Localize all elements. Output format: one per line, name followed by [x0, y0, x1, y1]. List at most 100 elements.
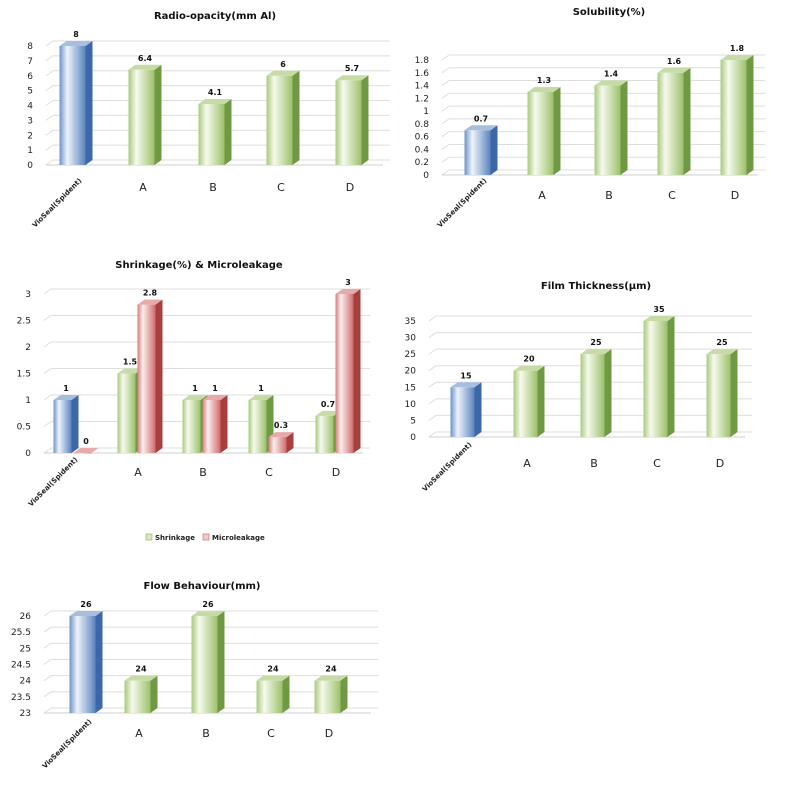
- legend-swatch-shrinkage: [145, 533, 153, 541]
- chart-title: Flow Behaviour(mm): [144, 581, 261, 592]
- chart-title: Solubility(%): [573, 7, 646, 18]
- gridline-depth: [441, 144, 450, 150]
- gridline-depth: [441, 80, 450, 86]
- bar-front: [706, 354, 731, 437]
- bar-top: [128, 64, 162, 70]
- chart-film-thickness: Film Thickness(μm) 0 5 10 15 20 25 30 35 15 20 25 3…: [405, 281, 752, 493]
- y-tick-label: 2: [27, 131, 33, 141]
- x-category-label: C: [265, 466, 273, 479]
- bar-top: [513, 365, 545, 371]
- bar: [137, 299, 163, 453]
- gridline-depth: [441, 131, 450, 138]
- bar: [256, 675, 290, 713]
- bar-side: [150, 675, 158, 713]
- chart-shrinkage-microleakage: Shrinkage(%) & Microleakage 0 0.5 1 1.5 2 2.5…: [17, 260, 370, 542]
- bar: [191, 611, 225, 713]
- bar-side: [730, 349, 738, 437]
- bar-front: [335, 80, 362, 165]
- chart-title: Radio-opacity(mm Al): [154, 11, 276, 22]
- data-label: 20: [523, 355, 535, 364]
- bar-top: [527, 86, 561, 92]
- y-tick-label: 23: [20, 709, 31, 719]
- gridline-depth: [441, 169, 450, 176]
- gridline-depth: [43, 691, 52, 698]
- bar-front: [643, 321, 668, 437]
- gridline-depth: [428, 381, 437, 388]
- y-tick-label: 25.5: [11, 628, 31, 638]
- y-tick-label: 1.2: [415, 94, 429, 104]
- bar: [128, 64, 162, 165]
- y-tick-label: 1: [27, 146, 33, 156]
- y-tick-label: 2.5: [17, 317, 31, 327]
- gridline-depth: [428, 365, 437, 372]
- data-label: 1: [192, 384, 198, 393]
- bar: [124, 675, 158, 713]
- bar-side: [490, 125, 498, 175]
- y-tick-label: 1.5: [17, 370, 31, 380]
- bar: [450, 382, 482, 437]
- bar-side: [282, 675, 290, 713]
- gridline-depth: [43, 394, 52, 401]
- data-label: 1: [258, 384, 264, 393]
- bar-top: [335, 75, 369, 81]
- data-label: 2.8: [143, 289, 158, 298]
- bar: [464, 125, 498, 175]
- x-category-label: D: [325, 727, 333, 740]
- gridline-depth: [43, 642, 52, 649]
- bar-side: [667, 316, 675, 437]
- data-label: 1: [212, 384, 218, 393]
- bar-top: [182, 395, 208, 400]
- data-label: 0.3: [274, 421, 288, 430]
- chart-radio-opacity: Radio-opacity(mm Al) 0 1 2 3 4 5 6 7 8 8 6.4 4.1 6 5.…: [27, 11, 390, 229]
- data-label: 1.6: [667, 57, 682, 66]
- data-label: 24: [325, 665, 337, 674]
- gridline-depth: [45, 159, 54, 166]
- bar-front: [73, 453, 92, 454]
- bar-top: [657, 67, 691, 73]
- x-category-label: D: [332, 466, 340, 479]
- bar-side: [95, 611, 103, 713]
- bar-side: [154, 64, 162, 165]
- y-tick-label: 15: [405, 383, 416, 393]
- chart-solubility: Solubility(%) 0 0.2 0.4 0.6 0.8 1 1.2 1.4 1.6 1.8…: [415, 7, 765, 229]
- gridline-depth: [45, 85, 54, 92]
- y-tick-label: 24: [20, 677, 32, 687]
- bar-top: [198, 99, 232, 105]
- legend-label-microleakage: Microleakage: [212, 534, 265, 542]
- bar-side: [286, 432, 294, 453]
- bar: [59, 41, 93, 165]
- gridline-depth: [43, 315, 52, 321]
- gridline-depth: [441, 105, 450, 112]
- bar-top: [248, 395, 274, 400]
- bar-top: [73, 448, 99, 453]
- data-label: 15: [460, 371, 472, 380]
- bar: [643, 316, 675, 437]
- x-category-label: A: [523, 457, 531, 470]
- x-category-label: B: [202, 727, 210, 740]
- gridline-depth: [43, 368, 52, 374]
- bar-front: [314, 680, 341, 713]
- y-tick-label: 0.8: [415, 120, 430, 130]
- data-label: 1.8: [730, 44, 745, 53]
- bar-side: [220, 395, 228, 453]
- bar: [527, 86, 561, 175]
- x-category-label: D: [346, 181, 354, 194]
- data-label: 1.4: [604, 70, 619, 79]
- bar-top: [191, 611, 225, 616]
- y-tick-label: 5: [410, 416, 416, 426]
- y-tick-label: 0: [423, 171, 429, 181]
- data-label: 3: [345, 278, 351, 287]
- bar-side: [224, 99, 232, 165]
- bar-top: [335, 289, 361, 294]
- bar-side: [746, 55, 754, 175]
- gridline-depth: [45, 40, 54, 47]
- data-label: 4.1: [208, 88, 223, 97]
- data-label: 26: [202, 600, 214, 609]
- y-tick-label: 30: [405, 334, 417, 344]
- chart-title: Shrinkage(%) & Microleakage: [115, 260, 283, 271]
- data-label: 1.5: [123, 358, 138, 367]
- x-category-label: VioSeal(Spident): [436, 177, 489, 230]
- bar-front: [657, 72, 684, 175]
- data-label: 6: [280, 60, 286, 69]
- y-tick-label: 0.2: [415, 158, 429, 168]
